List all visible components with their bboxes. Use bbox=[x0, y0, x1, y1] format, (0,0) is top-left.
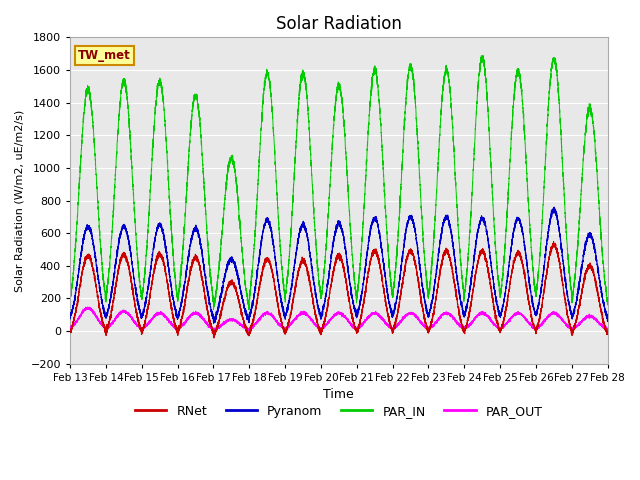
Legend: RNet, Pyranom, PAR_IN, PAR_OUT: RNet, Pyranom, PAR_IN, PAR_OUT bbox=[130, 400, 548, 423]
X-axis label: Time: Time bbox=[323, 388, 354, 401]
Pyranom bbox=[581, 243, 589, 249]
PAR_OUT bbox=[603, 328, 611, 334]
Text: TW_met: TW_met bbox=[78, 49, 131, 62]
PAR_IN bbox=[245, 307, 253, 312]
Pyranom bbox=[474, 227, 482, 233]
RNet bbox=[575, 306, 582, 312]
PAR_IN bbox=[460, 286, 467, 292]
RNet bbox=[67, 329, 74, 335]
Pyranom bbox=[321, 301, 328, 307]
Pyranom bbox=[460, 310, 467, 315]
PAR_IN bbox=[581, 130, 589, 136]
RNet bbox=[474, 258, 482, 264]
PAR_OUT bbox=[249, 324, 257, 329]
Pyranom bbox=[604, 314, 611, 320]
Y-axis label: Solar Radiation (W/m2, uE/m2/s): Solar Radiation (W/m2, uE/m2/s) bbox=[15, 109, 25, 292]
Pyranom bbox=[249, 303, 257, 309]
Pyranom bbox=[67, 314, 74, 320]
PAR_OUT bbox=[321, 324, 328, 330]
Line: PAR_IN: PAR_IN bbox=[70, 55, 607, 310]
PAR_OUT bbox=[575, 322, 582, 328]
RNet bbox=[460, 327, 467, 333]
Pyranom bbox=[210, 321, 218, 326]
PAR_OUT bbox=[85, 304, 93, 310]
PAR_OUT bbox=[474, 312, 482, 317]
RNet bbox=[581, 274, 589, 279]
RNet bbox=[321, 318, 328, 324]
PAR_OUT bbox=[604, 326, 611, 332]
PAR_IN bbox=[575, 230, 582, 236]
RNet bbox=[550, 239, 557, 244]
Line: PAR_OUT: PAR_OUT bbox=[70, 307, 607, 331]
RNet bbox=[604, 329, 611, 335]
PAR_IN bbox=[321, 264, 328, 269]
PAR_IN bbox=[249, 262, 257, 267]
Line: RNet: RNet bbox=[70, 241, 607, 338]
RNet bbox=[210, 335, 218, 341]
PAR_IN bbox=[479, 52, 487, 58]
PAR_IN bbox=[604, 300, 611, 305]
PAR_OUT bbox=[67, 325, 74, 331]
PAR_IN bbox=[67, 295, 74, 301]
Pyranom bbox=[575, 287, 582, 292]
RNet bbox=[249, 319, 257, 325]
Title: Solar Radiation: Solar Radiation bbox=[276, 15, 402, 33]
PAR_OUT bbox=[581, 315, 589, 321]
Line: Pyranom: Pyranom bbox=[70, 207, 607, 324]
Pyranom bbox=[550, 204, 558, 210]
PAR_OUT bbox=[460, 326, 467, 332]
PAR_IN bbox=[474, 79, 482, 84]
